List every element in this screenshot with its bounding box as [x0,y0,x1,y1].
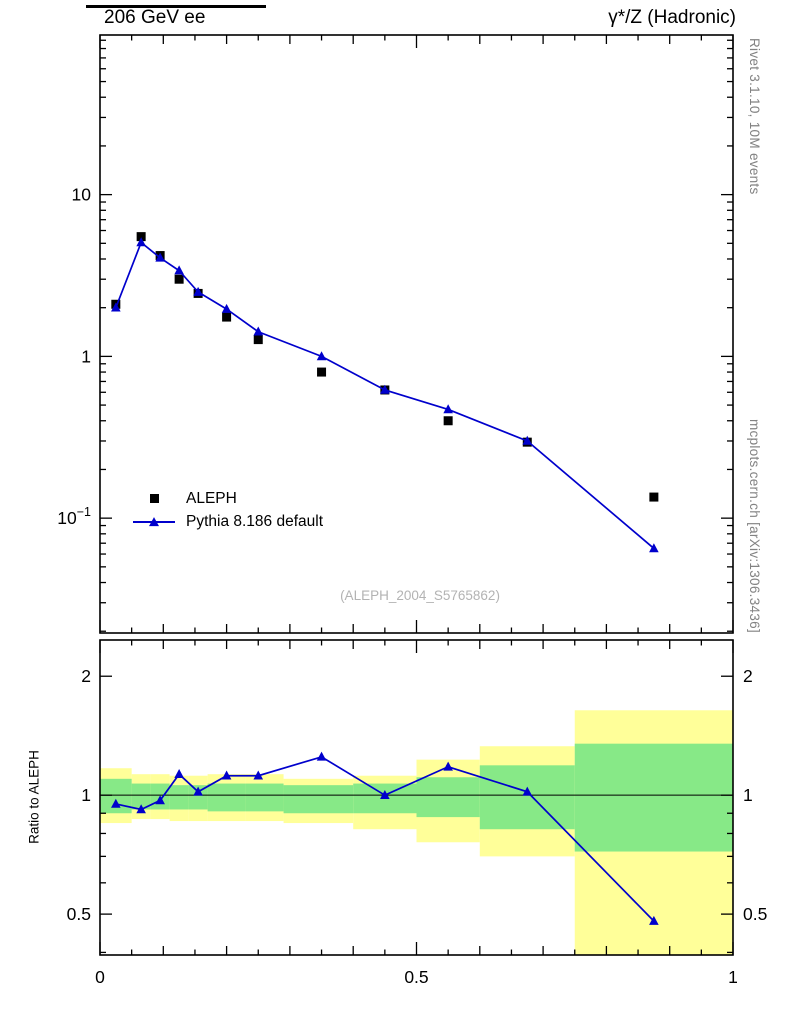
svg-text:1: 1 [81,785,91,805]
mcplots-arxiv-note: mcplots.cern.ch [arXiv:1306.3436] [747,418,762,633]
series-pythia-8-186-default [111,237,659,553]
svg-text:1: 1 [81,346,91,366]
svg-text:0.5: 0.5 [743,904,767,924]
legend-label-aleph: ALEPH [186,489,237,507]
svg-text:10: 10 [72,185,92,205]
beam-energy-title: 206 GeV ee [104,7,206,28]
aleph-marker-icon [128,492,180,506]
analysis-watermark: (ALEPH_2004_S5765862) [340,588,500,603]
svg-text:2: 2 [743,666,753,686]
uncertainty-bands [100,710,733,955]
legend-label-pythia: Pythia 8.186 default [186,512,324,530]
svg-text:0.5: 0.5 [404,967,428,987]
legend-item-pythia: Pythia 8.186 default [128,510,323,533]
rivet-version-note: Rivet 3.1.10, 10M events [747,38,762,195]
svg-text:1: 1 [743,785,753,805]
pythia-marker-icon [128,515,180,529]
ratio-axis-label: Ratio to ALEPH [26,750,42,844]
series-pythia-aleph [111,751,659,925]
series-aleph [111,232,659,502]
svg-text:0: 0 [95,967,105,987]
svg-text:1: 1 [728,967,738,987]
process-title: γ*/Z (Hadronic) [608,7,736,28]
top-rule [86,5,266,8]
svg-text:0.5: 0.5 [67,904,91,924]
legend-item-aleph: ALEPH [128,487,323,510]
svg-text:2: 2 [81,666,91,686]
legend: ALEPH Pythia 8.186 default [128,487,323,533]
svg-text:10−1: 10−1 [57,505,91,528]
